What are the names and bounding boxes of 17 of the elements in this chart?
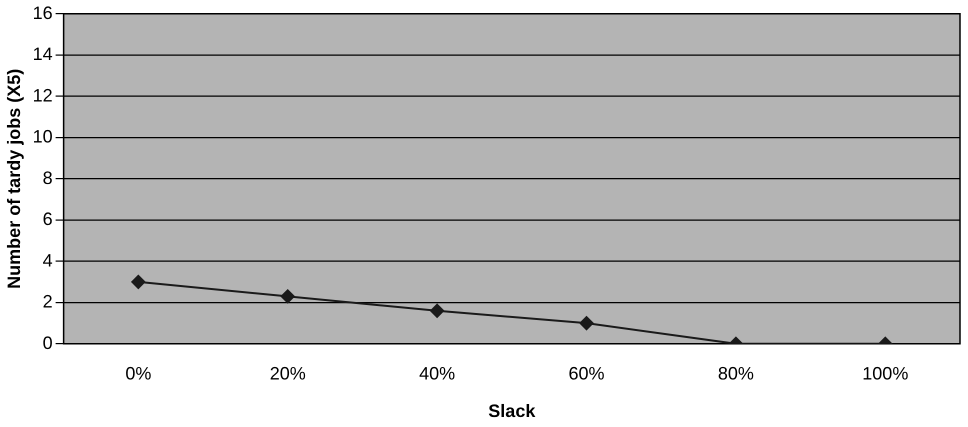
- x-tick-label: 20%: [270, 364, 306, 384]
- y-tick-label: 14: [32, 44, 53, 64]
- y-tick-label: 2: [42, 292, 53, 312]
- y-tick-label: 6: [42, 209, 53, 230]
- y-tick-label: 4: [42, 250, 53, 270]
- y-tick-label: 12: [32, 85, 53, 106]
- x-tick-label: 40%: [419, 364, 456, 384]
- y-tick-label: 16: [32, 2, 53, 23]
- y-axis-title: Number of tardy jobs (X5): [4, 68, 24, 289]
- x-tick-label: 100%: [862, 364, 908, 384]
- y-tick-label: 0: [42, 332, 53, 353]
- x-tick-label: 0%: [125, 364, 152, 384]
- y-tick-label: 8: [42, 168, 53, 188]
- x-tick-label: 80%: [718, 364, 754, 384]
- x-tick-label: 60%: [568, 364, 605, 384]
- y-tick-label: 10: [32, 126, 53, 147]
- x-axis-title: Slack: [488, 401, 536, 422]
